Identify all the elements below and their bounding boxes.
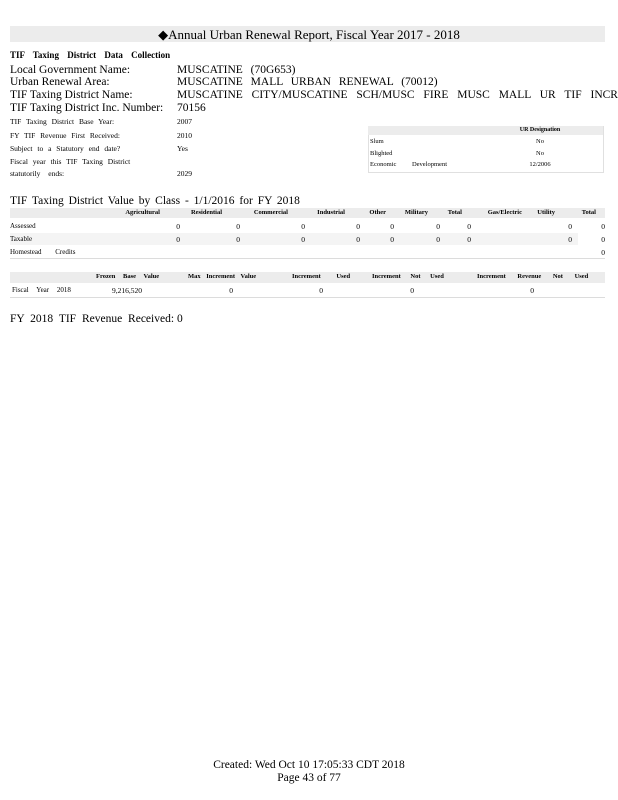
cell-value: 0 — [236, 222, 240, 231]
cell-value: 0 — [236, 235, 240, 244]
column-header: Agricultural — [125, 209, 160, 216]
title-bar — [10, 26, 605, 42]
value-table-header-bar — [10, 208, 605, 218]
column-header: Increment Revenue Not Used — [477, 273, 589, 280]
cell-value: 0 — [601, 248, 605, 257]
field-value: MUSCATINE CITY/MUSCATINE SCH/MUSC FIRE M… — [177, 89, 618, 101]
field-value: 70156 — [177, 102, 206, 114]
cell-value: 0 — [356, 235, 360, 244]
column-header: Commercial — [253, 209, 288, 216]
field-label: Fiscal year this TIF Taxing District — [10, 157, 131, 166]
cell-value: 0 — [229, 286, 233, 295]
column-header: Residential — [190, 209, 222, 216]
row-label: Fiscal Year 2018 — [12, 286, 71, 294]
designation-value: 12/2006 — [529, 161, 551, 168]
designation-header: UR Designation — [519, 127, 561, 133]
cell-value: 0 — [467, 222, 471, 231]
cell-value: 0 — [530, 286, 534, 295]
cell-value: 0 — [436, 235, 440, 244]
column-header: Other — [369, 209, 386, 216]
cell-value: 0 — [356, 222, 360, 231]
revenue-received-label: FY 2018 TIF Revenue Received: — [10, 313, 175, 325]
taxable-row-bar — [10, 233, 578, 245]
cell-value: 0 — [176, 222, 180, 231]
cell-value: 0 — [390, 222, 394, 231]
field-label: TIF Taxing District Base Year: — [10, 117, 115, 126]
column-header: Frozen Base Value — [96, 273, 160, 280]
field-label: Subject to a Statutory end date? — [10, 144, 121, 153]
column-header: Gas/Electric — [487, 209, 522, 216]
field-label: Local Government Name: — [10, 64, 131, 76]
column-header: Utility — [537, 209, 555, 216]
field-value: 2029 — [177, 169, 192, 178]
designation-value: No — [536, 150, 544, 157]
section-heading: TIF Taxing District Data Collection — [10, 50, 171, 60]
cell-value: 0 — [301, 222, 305, 231]
field-label: TIF Taxing District Name: — [10, 89, 133, 101]
field-value: MUSCATINE (70G653) — [177, 64, 296, 76]
cell-value: 0 — [301, 235, 305, 244]
row-label: Assessed — [10, 222, 36, 230]
field-value: Yes — [177, 144, 188, 153]
cell-value: 0 — [601, 222, 605, 231]
column-header: Military — [404, 209, 428, 216]
footer-page: Page 43 of 77 — [277, 772, 341, 784]
diamond-icon: ◆ — [158, 27, 169, 42]
report-title-text: Annual Urban Renewal Report, Fiscal Year… — [168, 27, 460, 42]
revenue-received-value: 0 — [177, 313, 183, 325]
divider — [10, 258, 605, 259]
designation-label: Economic Development — [370, 161, 447, 168]
field-value: 2007 — [177, 117, 192, 126]
row-label: Homestead Credits — [10, 248, 76, 256]
cell-value: 0 — [410, 286, 414, 295]
cell-value: 0 — [601, 235, 605, 244]
field-value: 2010 — [177, 131, 192, 140]
cell-value: 0 — [390, 235, 394, 244]
column-header: Increment Used — [292, 273, 351, 280]
cell-value: 0 — [319, 286, 323, 295]
column-header: Total — [581, 209, 596, 216]
column-header: Total — [447, 209, 462, 216]
field-label: FY TIF Revenue First Received: — [10, 131, 120, 140]
footer-created: Created: Wed Oct 10 17:05:33 CDT 2018 — [213, 759, 405, 771]
row-label: Taxable — [10, 235, 33, 243]
cell-value: 0 — [568, 235, 572, 244]
field-label: Urban Renewal Area: — [10, 76, 110, 88]
column-header: Industrial — [317, 209, 345, 216]
cell-value: 0 — [176, 235, 180, 244]
designation-label: Blighted — [370, 150, 393, 157]
divider — [10, 297, 605, 298]
cell-value: 9,216,520 — [112, 286, 142, 295]
designation-header-bar — [368, 126, 603, 135]
report-title: ◆Annual Urban Renewal Report, Fiscal Yea… — [0, 28, 618, 41]
value-by-class-title: TIF Taxing District Value by Class - 1/1… — [10, 195, 300, 207]
field-label: statutorily ends: — [10, 169, 65, 178]
increment-table-header-bar — [10, 272, 605, 283]
field-label: TIF Taxing District Inc. Number: — [10, 102, 164, 114]
column-header: Increment Not Used — [372, 273, 444, 280]
designation-value: No — [536, 138, 544, 145]
designation-label: Slum — [370, 138, 384, 145]
cell-value: 0 — [436, 222, 440, 231]
field-value: MUSCATINE MALL URBAN RENEWAL (70012) — [177, 76, 438, 88]
column-header: Max Increment Value — [188, 273, 257, 280]
cell-value: 0 — [467, 235, 471, 244]
cell-value: 0 — [568, 222, 572, 231]
